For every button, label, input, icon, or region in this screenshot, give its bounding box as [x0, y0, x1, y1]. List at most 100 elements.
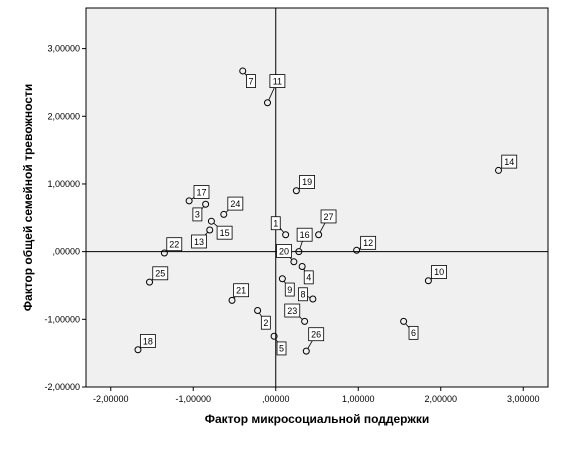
- point-marker: [239, 67, 247, 75]
- point-label-box: [152, 266, 169, 281]
- point-label: 22: [169, 239, 179, 249]
- point-label: 5: [279, 344, 284, 354]
- data-point-2: 2: [254, 307, 271, 330]
- x-tick-label: ,00000: [262, 394, 290, 404]
- y-tick-label: -2,00000: [44, 382, 80, 392]
- data-point-3: 3: [192, 200, 210, 222]
- point-marker: [220, 210, 228, 218]
- y-tick-label: -1,00000: [44, 314, 80, 324]
- point-label-box: [269, 74, 286, 88]
- point-label: 15: [220, 228, 230, 238]
- label-leader-line: [299, 241, 303, 249]
- point-label-box: [276, 341, 287, 356]
- point-marker: [134, 346, 142, 354]
- data-point-18: 18: [134, 334, 156, 354]
- point-marker: [424, 277, 432, 285]
- point-label: 1: [273, 219, 278, 229]
- data-point-24: 24: [220, 196, 244, 218]
- point-marker: [278, 275, 286, 283]
- point-label: 4: [306, 273, 311, 283]
- point-marker: [202, 200, 210, 208]
- data-point-21: 21: [228, 283, 250, 304]
- point-label-box: [260, 315, 271, 330]
- point-marker: [207, 217, 215, 225]
- x-axis-title: Фактор микросоциальной поддержки: [205, 412, 430, 426]
- point-label: 3: [195, 210, 200, 220]
- point-marker: [160, 249, 168, 257]
- point-label: 8: [300, 290, 305, 300]
- point-marker: [254, 307, 262, 315]
- point-marker: [282, 231, 290, 239]
- point-label: 27: [324, 212, 334, 222]
- point-label-box: [139, 334, 156, 348]
- point-label-box: [501, 154, 518, 169]
- label-leader-line: [279, 228, 284, 233]
- x-tick-label: 1,00000: [342, 394, 375, 404]
- point-marker: [292, 187, 300, 195]
- point-label: 20: [279, 246, 289, 256]
- point-label: 25: [155, 269, 165, 279]
- point-label-box: [276, 244, 292, 258]
- reference-lines: [86, 8, 548, 387]
- y-tick-label: 3,00000: [47, 44, 80, 54]
- point-label-box: [191, 234, 207, 249]
- data-point-9: 9: [278, 275, 295, 297]
- x-tick-label: -1,00000: [175, 394, 211, 404]
- point-label-box: [270, 216, 281, 231]
- point-label-box: [284, 303, 301, 318]
- point-marker: [228, 296, 236, 304]
- data-point-10: 10: [424, 265, 448, 285]
- point-label: 18: [143, 336, 153, 346]
- data-point-4: 4: [298, 263, 314, 285]
- data-point-26: 26: [302, 327, 325, 355]
- data-point-19: 19: [292, 175, 316, 195]
- point-label: 16: [300, 230, 310, 240]
- label-leader-line: [307, 296, 311, 298]
- point-label-box: [284, 282, 295, 297]
- point-label-box: [298, 287, 308, 302]
- point-marker: [301, 317, 309, 325]
- plot-area: [85, 7, 549, 388]
- label-leader-line: [319, 222, 326, 233]
- label-leader-line: [204, 232, 208, 236]
- point-marker: [270, 332, 278, 340]
- point-label-box: [216, 225, 233, 240]
- label-leader-line: [213, 222, 218, 227]
- point-marker: [298, 263, 306, 271]
- point-label-box: [408, 325, 419, 340]
- point-label: 2: [263, 318, 268, 328]
- data-point-11: 11: [264, 74, 286, 107]
- data-point-6: 6: [400, 317, 419, 340]
- data-point-17: 17: [185, 185, 210, 205]
- point-label: 6: [411, 328, 416, 338]
- point-label: 12: [363, 238, 373, 248]
- x-axis: -2,00000 -1,00000 ,00000 1,00000 2,00000 3,00…: [93, 387, 540, 404]
- point-label: 11: [273, 76, 282, 86]
- point-label-box: [431, 265, 448, 279]
- point-label: 7: [248, 76, 253, 86]
- point-marker: [315, 231, 323, 239]
- data-point-27: 27: [315, 209, 337, 239]
- point-label-box: [233, 283, 250, 298]
- y-tick-label: 1,00000: [47, 179, 80, 189]
- point-marker: [353, 246, 361, 254]
- point-marker: [264, 99, 271, 107]
- point-marker: [146, 278, 154, 286]
- y-tick-label: ,00000: [52, 247, 80, 257]
- x-tick-label: -2,00000: [93, 394, 129, 404]
- point-marker: [185, 197, 193, 205]
- point-marker: [309, 295, 317, 303]
- point-label-box: [303, 270, 314, 285]
- point-label: 19: [302, 177, 312, 187]
- point-label-box: [166, 237, 183, 252]
- point-label-box: [193, 185, 210, 199]
- point-marker: [495, 166, 502, 174]
- point-label: 10: [434, 267, 444, 277]
- point-label: 26: [311, 330, 321, 340]
- point-marker: [206, 226, 214, 234]
- point-label-box: [320, 209, 337, 224]
- label-leader-line: [268, 87, 275, 101]
- label-leader-line: [307, 340, 313, 349]
